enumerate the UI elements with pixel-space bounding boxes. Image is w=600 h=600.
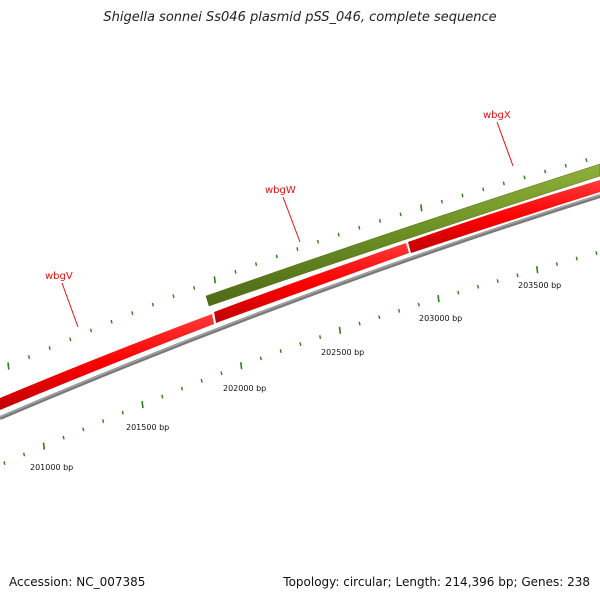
minor-tick: [62, 435, 65, 440]
major-tick: [213, 276, 216, 284]
position-label: 202500 bp: [321, 348, 364, 357]
minor-tick: [398, 308, 401, 313]
minor-tick: [255, 262, 258, 266]
minor-tick: [461, 193, 464, 198]
minor-tick: [296, 247, 299, 251]
minor-tick: [585, 158, 588, 162]
minor-tick: [110, 319, 113, 324]
reverse-gene-segment-2[interactable]: [214, 243, 409, 323]
minor-tick: [502, 181, 505, 186]
minor-tick: [172, 294, 175, 299]
major-tick: [420, 204, 423, 212]
minor-tick: [544, 169, 547, 174]
minor-tick: [476, 284, 480, 289]
minor-tick: [200, 378, 203, 383]
gene-label[interactable]: wbgW: [265, 185, 296, 196]
minor-tick: [516, 273, 519, 278]
minor-tick: [151, 302, 154, 307]
major-tick: [338, 326, 342, 334]
position-label: 201500 bp: [126, 423, 169, 432]
reverse-gene-segment-1[interactable]: [0, 314, 214, 410]
map-title: Shigella sonnei Ss046 plasmid pSS_046, c…: [103, 10, 497, 25]
inner-tick-track: [3, 251, 598, 465]
major-tick: [240, 362, 243, 370]
minor-tick: [358, 225, 361, 230]
summary-text: Topology: circular; Length: 214,396 bp; …: [283, 575, 590, 589]
minor-tick: [358, 321, 361, 326]
minor-tick: [564, 163, 567, 168]
minor-tick: [523, 175, 526, 180]
minor-tick: [69, 337, 72, 342]
minor-tick: [378, 315, 381, 320]
position-label: 203500 bp: [518, 281, 561, 290]
major-tick: [536, 266, 539, 274]
minor-tick: [220, 371, 223, 376]
position-label: 202000 bp: [223, 384, 266, 393]
minor-tick: [399, 212, 402, 217]
minor-tick: [82, 427, 85, 432]
forward-gene-arc[interactable]: [205, 163, 600, 307]
minor-tick: [275, 254, 278, 259]
major-tick: [437, 295, 440, 303]
minor-tick: [319, 335, 322, 339]
accession-text: Accession: NC_007385: [9, 575, 146, 589]
minor-tick: [595, 251, 598, 255]
gene-label[interactable]: wbgV: [45, 271, 73, 282]
minor-tick: [259, 356, 262, 361]
minor-tick: [337, 232, 340, 237]
minor-tick: [378, 219, 382, 223]
minor-tick: [417, 302, 420, 307]
minor-tick: [27, 355, 31, 359]
outer-tick-track: [7, 158, 588, 370]
gene-leader-line: [282, 196, 301, 243]
gene-leader-line: [61, 282, 79, 328]
minor-tick: [482, 187, 485, 192]
minor-tick: [193, 286, 196, 290]
minor-tick: [121, 410, 124, 415]
minor-tick: [23, 452, 26, 457]
gene-label[interactable]: wbgX: [483, 110, 511, 121]
gene-leader-line: [496, 121, 514, 167]
minor-tick: [575, 256, 578, 261]
minor-tick: [496, 279, 499, 283]
minor-tick: [234, 269, 237, 274]
major-tick: [7, 362, 10, 370]
backbone-line: [0, 194, 600, 420]
minor-tick: [180, 386, 184, 391]
position-label: 201000 bp: [30, 463, 73, 472]
minor-tick: [131, 311, 134, 316]
major-tick: [42, 442, 46, 450]
minor-tick: [316, 239, 320, 244]
minor-tick: [102, 419, 105, 423]
minor-tick: [299, 342, 302, 346]
reverse-gene-segment-3[interactable]: [408, 180, 600, 253]
minor-tick: [3, 461, 6, 465]
minor-tick: [440, 199, 443, 204]
minor-tick: [161, 394, 164, 399]
position-label: 203000 bp: [419, 314, 462, 323]
minor-tick: [555, 262, 558, 266]
minor-tick: [457, 290, 460, 295]
minor-tick: [48, 346, 51, 351]
backbone-highlight: [0, 194, 600, 418]
major-tick: [141, 401, 144, 409]
minor-tick: [89, 328, 93, 333]
minor-tick: [279, 349, 282, 353]
